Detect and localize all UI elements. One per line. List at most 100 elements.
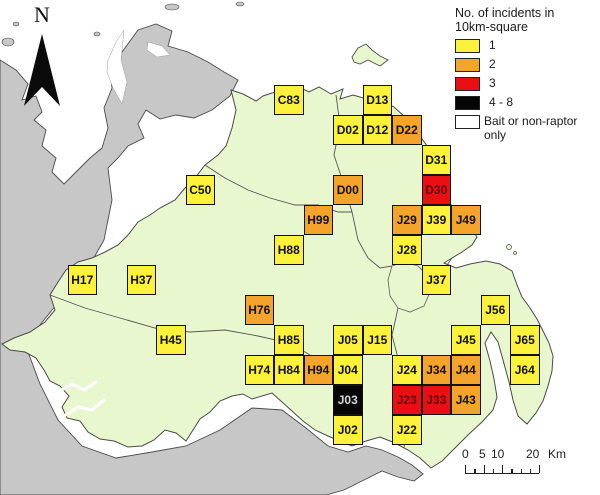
grid-square-J29[interactable]: J29 <box>392 205 422 235</box>
legend-item-3: 3 <box>455 76 600 91</box>
grid-square-label: J28 <box>396 243 417 257</box>
grid-square-H76[interactable]: H76 <box>244 295 274 325</box>
scale-tick <box>520 469 522 473</box>
grid-square-J65[interactable]: J65 <box>510 325 540 355</box>
grid-square-label: J33 <box>426 393 447 407</box>
scale-label-0: 0 <box>462 447 469 461</box>
grid-square-H45[interactable]: H45 <box>156 325 186 355</box>
legend-label-2: 2 <box>489 57 496 71</box>
grid-square-label: J24 <box>396 363 417 377</box>
grid-square-D30[interactable]: D30 <box>421 175 451 205</box>
trawbreaga-inlet <box>146 41 171 58</box>
grid-square-J02[interactable]: J02 <box>333 415 363 445</box>
grid-square-label: J05 <box>337 333 358 347</box>
small-islands <box>1 1 245 47</box>
grid-square-label: J44 <box>455 363 476 377</box>
legend-item-4-8: 4 - 8 <box>455 95 600 110</box>
grid-square-label: J34 <box>426 363 447 377</box>
grid-square-D22[interactable]: D22 <box>392 115 422 145</box>
scale-tick <box>483 465 485 473</box>
grid-square-H88[interactable]: H88 <box>274 235 304 265</box>
scale-tick <box>539 465 541 473</box>
scale-unit: Km <box>548 447 566 461</box>
scale-label-10: 10 <box>491 447 505 461</box>
grid-square-label: J43 <box>455 393 476 407</box>
scale-tick <box>474 469 476 473</box>
grid-square-H37[interactable]: H37 <box>126 265 156 295</box>
grid-square-label: J04 <box>337 363 358 377</box>
grid-square-label: H88 <box>277 243 300 257</box>
legend-swatch-bait <box>455 115 480 129</box>
grid-square-label: C50 <box>189 183 212 197</box>
grid-square-D00[interactable]: D00 <box>333 175 363 205</box>
grid-square-label: J56 <box>485 303 506 317</box>
grid-square-J28[interactable]: J28 <box>392 235 422 265</box>
scale-tick <box>511 469 513 473</box>
grid-square-H17[interactable]: H17 <box>67 265 97 295</box>
grid-square-label: H74 <box>248 363 271 377</box>
grid-square-J56[interactable]: J56 <box>480 295 510 325</box>
grid-square-J33[interactable]: J33 <box>421 385 451 415</box>
grid-square-H85[interactable]: H85 <box>274 325 304 355</box>
grid-square-label: D30 <box>425 183 448 197</box>
grid-square-D02[interactable]: D02 <box>333 115 363 145</box>
grid-square-J04[interactable]: J04 <box>333 355 363 385</box>
grid-square-label: D22 <box>395 123 418 137</box>
north-arrow-icon <box>24 34 60 106</box>
grid-square-J34[interactable]: J34 <box>421 355 451 385</box>
scale-tick <box>529 469 532 473</box>
grid-square-J22[interactable]: J22 <box>392 415 422 445</box>
grid-square-label: J37 <box>426 273 447 287</box>
legend-swatch-3 <box>455 77 480 91</box>
grid-square-D13[interactable]: D13 <box>362 85 392 115</box>
legend-items: 1 2 3 4 - 8 Bait or non-raptor only <box>455 38 600 143</box>
grid-square-D12[interactable]: D12 <box>362 115 392 145</box>
grid-square-J44[interactable]: J44 <box>451 355 481 385</box>
grid-square-J37[interactable]: J37 <box>421 265 451 295</box>
grid-square-label: J03 <box>337 393 358 407</box>
grid-square-label: H45 <box>159 333 182 347</box>
grid-square-label: J23 <box>396 393 417 407</box>
grid-square-label: H76 <box>248 303 271 317</box>
grid-square-label: H37 <box>130 273 153 287</box>
grid-square-J15[interactable]: J15 <box>362 325 392 355</box>
grid-square-J03[interactable]: J03 <box>333 385 363 415</box>
grid-square-H99[interactable]: H99 <box>303 205 333 235</box>
grid-square-label: H94 <box>307 363 330 377</box>
grid-square-J24[interactable]: J24 <box>392 355 422 385</box>
grid-square-C50[interactable]: C50 <box>185 175 215 205</box>
grid-square-H74[interactable]: H74 <box>244 355 274 385</box>
scale-tick <box>492 469 495 473</box>
legend-item-2: 2 <box>455 57 600 72</box>
grid-square-label: C83 <box>277 93 300 107</box>
grid-square-J39[interactable]: J39 <box>421 205 451 235</box>
grid-square-J23[interactable]: J23 <box>392 385 422 415</box>
grid-square-H84[interactable]: H84 <box>274 355 304 385</box>
grid-square-H94[interactable]: H94 <box>303 355 333 385</box>
grid-square-J05[interactable]: J05 <box>333 325 363 355</box>
landmass-outside-ni <box>0 23 424 495</box>
grid-square-J49[interactable]: J49 <box>451 205 481 235</box>
grid-square-label: J45 <box>455 333 476 347</box>
legend-swatch-2 <box>455 58 480 72</box>
grid-square-J43[interactable]: J43 <box>451 385 481 415</box>
grid-square-J45[interactable]: J45 <box>451 325 481 355</box>
grid-square-label: D31 <box>425 153 448 167</box>
north-arrow: N <box>18 2 66 108</box>
legend-label-1: 1 <box>489 38 496 52</box>
grid-square-D31[interactable]: D31 <box>421 145 451 175</box>
grid-square-C83[interactable]: C83 <box>274 85 304 115</box>
grid-square-label: H99 <box>307 213 330 227</box>
grid-square-J64[interactable]: J64 <box>510 355 540 385</box>
legend-swatch-1 <box>455 39 480 53</box>
grid-square-label: J65 <box>514 333 535 347</box>
grid-square-label: H17 <box>71 273 94 287</box>
scale-tick <box>465 465 467 473</box>
scale-label-20: 20 <box>526 447 540 461</box>
legend-label-4-8: 4 - 8 <box>489 95 514 109</box>
grid-square-label: J02 <box>337 423 358 437</box>
grid-square-label: J39 <box>426 213 447 227</box>
grid-square-label: J29 <box>396 213 417 227</box>
grid-square-label: J15 <box>367 333 388 347</box>
